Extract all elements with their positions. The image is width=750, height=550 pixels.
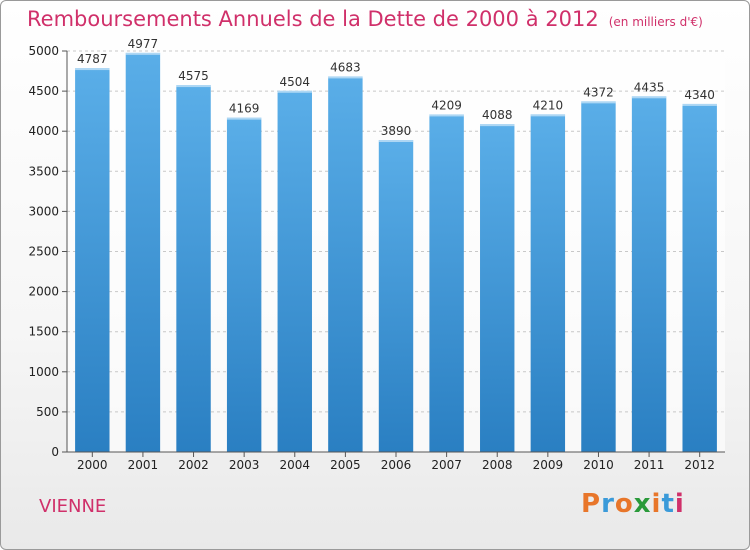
x-tick-label-2012: 2012	[684, 458, 715, 472]
bar-highlight	[328, 76, 363, 79]
chart-title-text: Remboursements Annuels de la Dette de 20…	[27, 7, 599, 31]
y-axis: 0 500 1000 1500 2000 2500 3000 3500 4000 4500 5000	[28, 44, 68, 459]
y-tick-label: 4000	[28, 124, 59, 138]
bar-2001	[125, 52, 161, 452]
y-tick-label: 3500	[28, 164, 59, 178]
y-tick-label: 4500	[28, 84, 59, 98]
x-tick-label-2002: 2002	[178, 458, 209, 472]
data-label-2011: 4435	[634, 80, 665, 94]
bar-2010	[581, 101, 616, 452]
bar-highlight	[226, 117, 262, 120]
bar-2011	[631, 96, 667, 453]
y-tick-label: 3000	[28, 204, 59, 218]
chart-title: Remboursements Annuels de la Dette de 20…	[27, 7, 703, 31]
data-label-2002: 4575	[178, 69, 209, 83]
data-label-2008: 4088	[482, 108, 513, 122]
bar-2009	[530, 114, 566, 452]
bar-highlight	[277, 90, 312, 93]
logo-letter: i	[674, 489, 685, 519]
data-label-2009: 4210	[533, 98, 564, 112]
x-tick-label-2011: 2011	[634, 458, 665, 472]
x-tick-label-2010: 2010	[583, 458, 614, 472]
x-tick-label-2008: 2008	[482, 458, 513, 472]
data-label-2007: 4209	[431, 98, 462, 112]
bar-highlight	[176, 85, 211, 88]
y-tick-label: 1500	[28, 325, 59, 339]
bar-highlight	[682, 103, 717, 106]
logo-letter: i	[651, 489, 662, 519]
bar-highlight	[378, 140, 414, 143]
data-label-2006: 3890	[381, 124, 412, 138]
bar-2002	[176, 85, 211, 453]
logo-letter: x	[633, 489, 652, 519]
bar-2007	[429, 114, 464, 452]
data-label-2010: 4372	[583, 85, 614, 99]
bar-highlight	[429, 114, 464, 117]
x-tick-label-2003: 2003	[229, 458, 260, 472]
bar-highlight	[631, 96, 667, 99]
y-tick-label: 500	[36, 405, 59, 419]
commune-name: VIENNE	[39, 496, 107, 517]
bar-2012	[682, 103, 717, 452]
bar-2005	[328, 76, 363, 452]
x-tick-label-2004: 2004	[279, 458, 310, 472]
bar-highlight	[75, 68, 110, 71]
data-label-2000: 4787	[77, 52, 108, 66]
bar-highlight	[581, 101, 616, 104]
y-tick-label: 2000	[28, 285, 59, 299]
x-tick-label-2005: 2005	[330, 458, 361, 472]
data-label-2001: 4977	[128, 37, 159, 51]
bar-highlight	[530, 114, 566, 117]
logo-letter: t	[661, 489, 675, 519]
y-tick-label: 5000	[28, 44, 59, 58]
data-label-2005: 4683	[330, 60, 361, 74]
x-tick-label-2006: 2006	[381, 458, 412, 472]
logo-letter: o	[614, 489, 634, 519]
x-tick-label-2000: 2000	[77, 458, 108, 472]
bar-2000	[75, 68, 110, 452]
x-tick-label-2007: 2007	[431, 458, 462, 472]
x-tick-label-2009: 2009	[533, 458, 564, 472]
x-axis: 2000 2001 2002 2003 2004 2005 2006 2007 2008 2009…	[67, 451, 725, 472]
y-tick-label: 0	[51, 445, 59, 459]
bar-highlight	[480, 124, 515, 127]
bar-2003	[226, 117, 262, 452]
bar-2006	[378, 140, 414, 452]
chart-subtitle: (en milliers d'€)	[608, 15, 703, 29]
y-tick-label: 2500	[28, 245, 59, 259]
bar-highlight	[125, 52, 161, 55]
x-tick-label-2001: 2001	[128, 458, 159, 472]
data-label-2003: 4169	[229, 102, 260, 116]
bars: 4787 4977 4575 4169 4504 4683 3890 4209 4088 4210…	[75, 37, 717, 453]
data-label-2004: 4504	[279, 75, 310, 89]
y-tick-label: 1000	[28, 365, 59, 379]
logo-letter: P	[581, 489, 602, 519]
data-label-2012: 4340	[684, 88, 715, 102]
bar-2008	[480, 124, 515, 453]
bar-2004	[277, 90, 312, 452]
proxiti-logo: Proxiti	[581, 489, 685, 519]
logo-letter: r	[601, 489, 615, 519]
